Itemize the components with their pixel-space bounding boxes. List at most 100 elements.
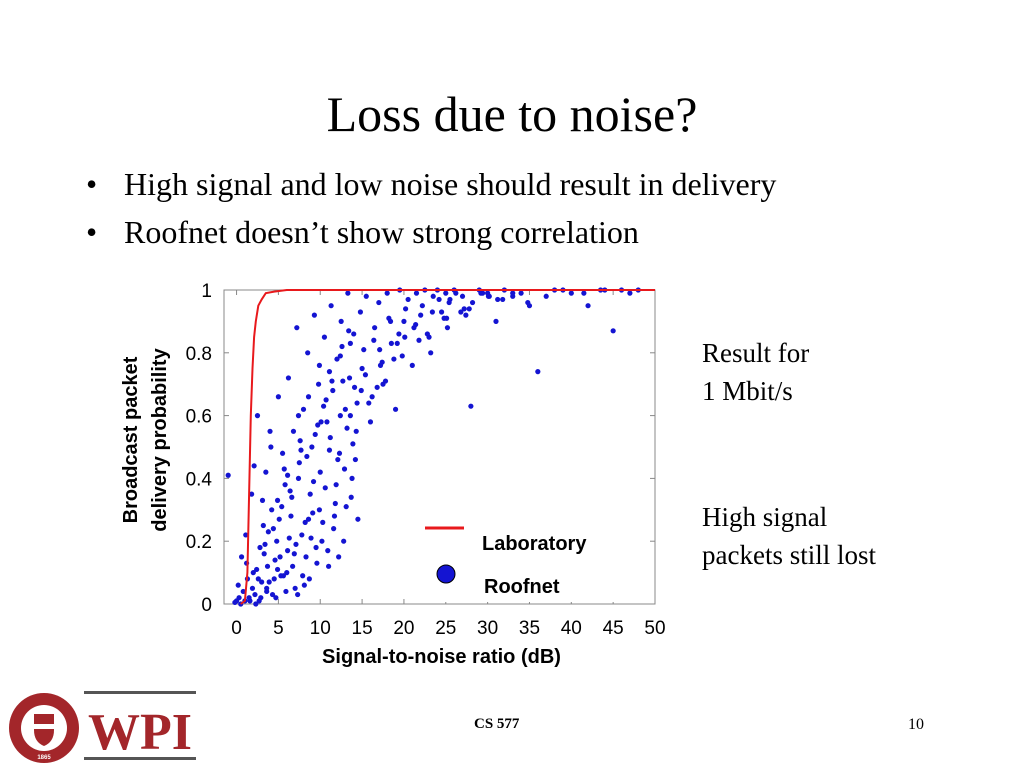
roofnet-point — [251, 463, 257, 469]
roofnet-point — [274, 497, 281, 503]
roofnet-point — [333, 482, 339, 488]
roofnet-point — [278, 573, 284, 579]
roofnet-point — [289, 494, 295, 500]
roofnet-point — [388, 340, 394, 346]
roofnet-point — [379, 359, 385, 365]
roofnet-point — [387, 318, 394, 324]
roofnet-point — [253, 601, 259, 607]
roofnet-point — [377, 347, 383, 353]
roofnet-point — [274, 566, 281, 573]
roofnet-point — [413, 290, 420, 296]
roofnet-point — [274, 538, 280, 544]
bullet-dot: • — [86, 214, 98, 250]
roofnet-point — [266, 579, 272, 585]
roofnet-point — [312, 431, 318, 438]
roofnet-point — [314, 560, 320, 566]
roofnet-point — [384, 290, 390, 296]
roofnet-point — [307, 491, 313, 497]
roofnet-point — [416, 337, 422, 343]
roofnet-point — [340, 378, 346, 384]
legend-laboratory-label: Laboratory — [482, 533, 587, 555]
roofnet-point — [324, 419, 330, 425]
y-tick-label: 0.4 — [186, 469, 213, 490]
wpi-rule-top — [84, 691, 196, 694]
roofnet-point — [361, 347, 367, 353]
roofnet-point — [254, 566, 260, 573]
roofnet-point — [303, 554, 309, 560]
roofnet-point — [500, 296, 506, 303]
y-tick-label: 0.6 — [186, 407, 212, 428]
roofnet-point — [279, 504, 285, 510]
roofnet-point — [261, 551, 267, 557]
roofnet-point — [543, 293, 549, 299]
roofnet-point — [581, 290, 587, 296]
roofnet-point — [322, 485, 328, 491]
roofnet-point — [405, 296, 411, 303]
roofnet-point — [429, 309, 435, 315]
roofnet-point — [372, 325, 378, 331]
roofnet-point — [403, 306, 409, 312]
roofnet-point — [329, 378, 335, 384]
roofnet-point — [430, 293, 436, 299]
roofnet-point — [328, 303, 334, 309]
roofnet-point — [337, 413, 343, 419]
roofnet-point — [327, 434, 333, 441]
loss-note-line: High signal — [702, 502, 828, 532]
roofnet-point — [610, 328, 616, 334]
roofnet-point — [443, 290, 449, 296]
roofnet-point — [287, 488, 293, 494]
roofnet-point — [342, 406, 348, 412]
roofnet-point — [535, 369, 541, 375]
roofnet-point — [311, 312, 317, 318]
x-tick-label: 15 — [352, 618, 373, 639]
result-note-line: Result for — [702, 338, 810, 368]
result-note-line: 1 Mbit/s — [702, 376, 793, 406]
roofnet-point — [320, 403, 327, 409]
roofnet-point — [394, 340, 400, 346]
roofnet-point — [362, 372, 369, 378]
roofnet-point — [419, 303, 425, 309]
roofnet-point — [357, 309, 364, 315]
roofnet-point — [331, 526, 337, 532]
roofnet-point — [330, 387, 336, 394]
bullet-item: • Roofnet doesn’t show strong correlation — [86, 208, 776, 256]
roofnet-point — [286, 535, 292, 541]
roofnet-point — [436, 296, 442, 303]
x-tick-label: 45 — [603, 618, 624, 639]
roofnet-point — [349, 475, 355, 481]
wpi-seal-shield — [34, 714, 54, 746]
roofnet-point — [267, 428, 273, 434]
roofnet-point — [240, 588, 246, 595]
roofnet-point — [568, 290, 574, 296]
roofnet-point — [401, 318, 407, 324]
roofnet-point — [627, 290, 633, 296]
roofnet-point — [268, 444, 274, 450]
roofnet-point — [232, 599, 238, 606]
roofnet-point — [235, 582, 241, 588]
roofnet-point — [225, 472, 231, 478]
roofnet-point — [238, 554, 245, 560]
roofnet-point — [277, 554, 283, 560]
roofnet-point — [458, 309, 464, 315]
roofnet-point — [300, 573, 306, 579]
roofnet-point — [346, 375, 353, 381]
bullet-list: • High signal and low noise should result… — [86, 160, 776, 256]
roofnet-point — [495, 296, 501, 303]
x-tick-label: 50 — [644, 618, 665, 639]
roofnet-point — [283, 588, 289, 595]
roofnet-point — [346, 328, 352, 334]
roofnet-point — [359, 365, 365, 372]
roofnet-point — [272, 557, 278, 563]
roofnet-point — [344, 425, 350, 431]
roofnet-point — [310, 478, 317, 485]
roofnet-point — [334, 356, 340, 362]
x-tick-label: 5 — [273, 618, 284, 639]
roofnet-point — [485, 293, 492, 299]
roofnet-point — [347, 340, 353, 346]
roofnet-point — [391, 356, 397, 362]
roofnet-point — [350, 441, 356, 447]
y-tick-label: 0.8 — [186, 344, 212, 365]
roofnet-point — [336, 554, 342, 560]
roofnet-point — [374, 384, 380, 390]
